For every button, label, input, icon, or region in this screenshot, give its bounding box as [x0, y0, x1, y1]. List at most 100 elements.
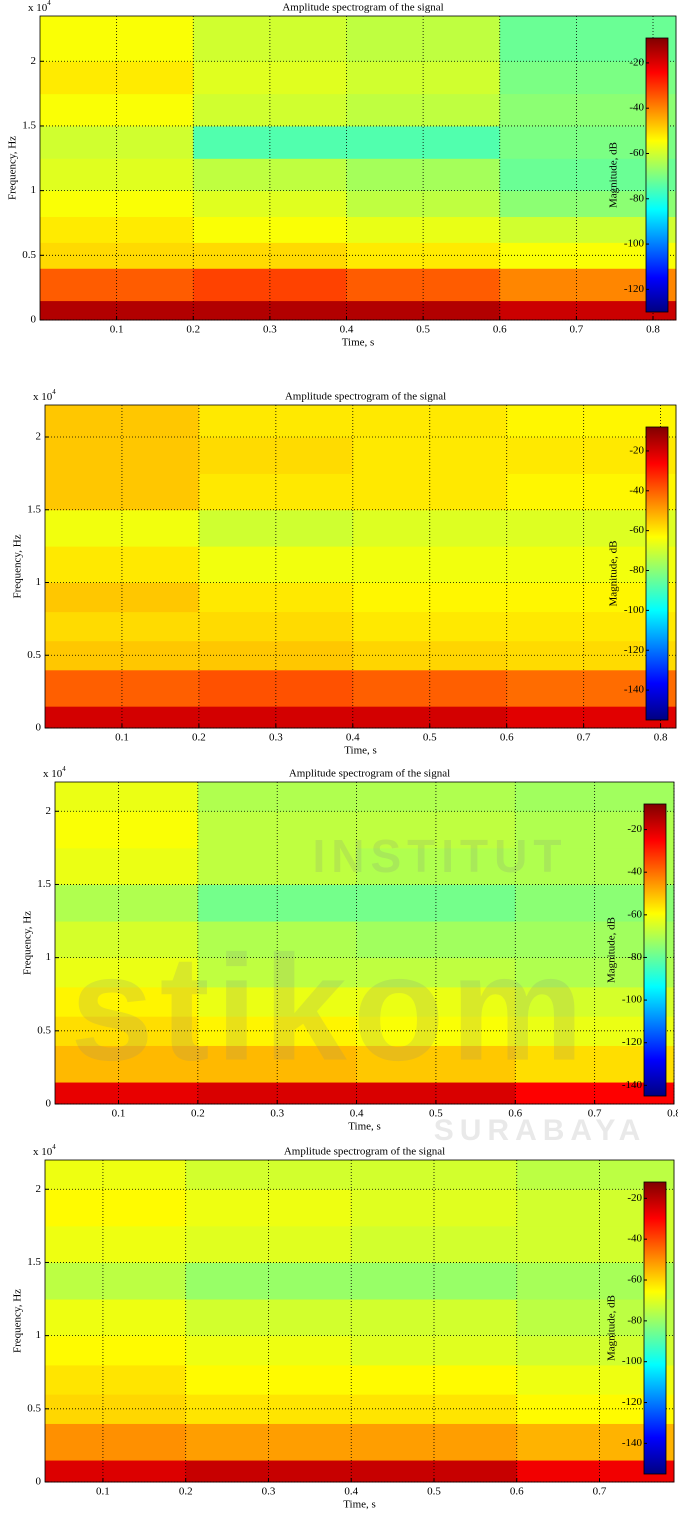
colorbar-label: Magnitude, dB — [606, 1295, 618, 1361]
heatmap-cell — [193, 242, 347, 268]
y-tick-label: 0 — [31, 314, 37, 326]
heatmap-cell — [198, 782, 357, 812]
chart-title: Amplitude spectrogram of the signal — [282, 2, 443, 14]
x-tick-label: 0.1 — [112, 1108, 126, 1120]
heatmap-cell — [45, 1262, 186, 1299]
x-tick-label: 0.2 — [179, 1486, 193, 1498]
x-axis-label: Time, s — [348, 1121, 381, 1133]
x-tick-label: 0.4 — [340, 324, 354, 336]
x-tick-label: 0.1 — [96, 1486, 110, 1498]
colorbar — [646, 38, 668, 312]
colorbar-tick-label: -20 — [627, 1192, 642, 1204]
colorbar-tick-label: -140 — [622, 1437, 643, 1449]
heatmap-cell — [40, 268, 194, 301]
colorbar-tick-label: -20 — [629, 444, 644, 456]
y-tick-label: 1.5 — [22, 119, 36, 131]
heatmap-cell — [45, 1160, 186, 1190]
colorbar-tick-label: -120 — [624, 283, 645, 295]
x-tick-label: 0.2 — [192, 732, 206, 744]
x-tick-label: 0.1 — [115, 732, 129, 744]
watermark: stikom — [70, 924, 589, 1092]
heatmap-cell — [45, 1226, 186, 1263]
colorbar-tick-label: -140 — [622, 1079, 643, 1091]
y-offset-base: x 10 — [33, 1146, 53, 1158]
colorbar-tick-label: -100 — [622, 1355, 643, 1367]
chart-title: Amplitude spectrogram of the signal — [284, 1146, 445, 1158]
heatmap-cell — [40, 61, 194, 94]
y-axis-label: Frequency, Hz — [12, 534, 24, 598]
colorbar-tick-label: -20 — [629, 56, 644, 68]
colorbar-tick-label: -140 — [624, 684, 645, 696]
x-tick-label: 0.7 — [577, 732, 591, 744]
colorbar-tick-label: -60 — [629, 524, 644, 536]
x-tick-label: 0.6 — [493, 324, 507, 336]
heatmap-cell — [45, 1423, 186, 1460]
y-tick-label: 0.5 — [27, 649, 41, 661]
y-offset-exponent: 4 — [52, 388, 56, 396]
y-tick-label: 2 — [36, 431, 42, 443]
heatmap-cell — [40, 242, 194, 268]
y-offset-base: x 10 — [43, 768, 63, 780]
y-offset-base: x 10 — [28, 2, 48, 14]
heatmap-cell — [45, 1460, 186, 1482]
chart-title: Amplitude spectrogram of the signal — [285, 391, 446, 403]
colorbar-tick-label: -20 — [627, 823, 642, 835]
heatmap-cell — [347, 61, 501, 94]
colorbar-tick-label: -80 — [629, 564, 644, 576]
heatmap-cell — [186, 1160, 352, 1190]
colorbar — [644, 804, 666, 1096]
x-tick-label: 0.8 — [667, 1108, 678, 1120]
heatmap-cell — [347, 268, 501, 301]
y-tick-label: 0.5 — [27, 1402, 41, 1414]
colorbar-label: Magnitude, dB — [608, 142, 620, 208]
heatmap-cell — [193, 61, 347, 94]
y-tick-label: 1.5 — [37, 878, 51, 890]
y-tick-label: 0.5 — [37, 1024, 51, 1036]
x-tick-label: 0.5 — [416, 324, 430, 336]
colorbar-tick-label: -40 — [629, 484, 644, 496]
heatmap-cell — [347, 191, 501, 217]
colorbar-tick-label: -40 — [627, 1233, 642, 1245]
colorbar-tick-label: -40 — [627, 866, 642, 878]
y-tick-label: 1.5 — [27, 503, 41, 515]
y-tick-label: 1 — [36, 1329, 42, 1341]
colorbar-label: Magnitude, dB — [606, 917, 618, 983]
x-tick-label: 0.3 — [270, 1108, 284, 1120]
y-tick-label: 1 — [31, 184, 37, 196]
y-tick-label: 0.5 — [22, 249, 36, 261]
x-tick-label: 0.3 — [262, 1486, 276, 1498]
y-axis-label: Frequency, Hz — [7, 136, 19, 200]
x-tick-label: 0.6 — [500, 732, 514, 744]
heatmap-cell — [347, 242, 501, 268]
y-tick-label: 0 — [36, 1476, 42, 1488]
colorbar-tick-label: -120 — [624, 644, 645, 656]
x-tick-label: 0.2 — [186, 324, 200, 336]
y-axis-label: Frequency, Hz — [12, 1289, 24, 1353]
chart-title: Amplitude spectrogram of the signal — [289, 768, 450, 780]
heatmap-cell — [45, 1365, 186, 1395]
colorbar-tick-label: -120 — [622, 1396, 643, 1408]
y-offset-exponent: 4 — [62, 765, 66, 773]
heatmap-cell — [55, 782, 198, 812]
heatmap-cell — [193, 191, 347, 217]
y-tick-label: 1.5 — [27, 1256, 41, 1268]
heatmap-cell — [55, 848, 198, 885]
x-tick-label: 0.7 — [570, 324, 584, 336]
colorbar-tick-label: -60 — [627, 1274, 642, 1286]
y-tick-label: 2 — [46, 805, 52, 817]
x-axis-label: Time, s — [342, 337, 375, 349]
colorbar-tick-label: -120 — [622, 1036, 643, 1048]
colorbar-tick-label: -40 — [629, 102, 644, 114]
colorbar-tick-label: -100 — [624, 238, 645, 250]
colorbar-tick-label: -80 — [627, 951, 642, 963]
y-offset-exponent: 4 — [47, 0, 51, 7]
x-tick-label: 0.1 — [110, 324, 124, 336]
x-tick-label: 0.8 — [646, 324, 660, 336]
y-tick-label: 2 — [31, 55, 37, 67]
heatmap-cell — [55, 884, 198, 921]
colorbar — [646, 427, 668, 720]
heatmap-cell — [45, 1336, 186, 1366]
heatmap-cell — [351, 1160, 517, 1190]
heatmap-cell — [55, 811, 198, 848]
page: 0.1 0.2 0.3 0.4 0.5 0.6 0.7 0.8 0 0.5 1 1.5 2 Amplitu… — [0, 0, 678, 1513]
